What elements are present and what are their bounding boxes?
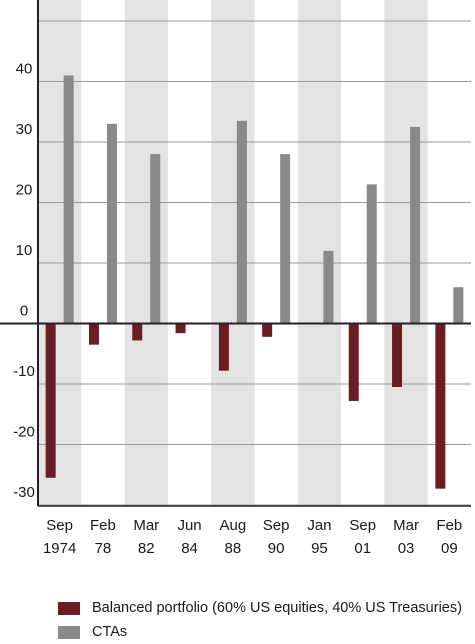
bar-balanced-1 xyxy=(88,323,99,345)
bar-ctas-0 xyxy=(63,75,74,324)
x-tick-label-year: 01 xyxy=(354,540,371,557)
shaded-band xyxy=(297,0,342,506)
shaded-band xyxy=(124,0,168,506)
x-tick-label-month: Aug xyxy=(219,517,246,534)
x-tick-label-month: Sep xyxy=(46,517,73,534)
bar-ctas-1 xyxy=(106,123,117,324)
shaded-band xyxy=(384,0,428,506)
legend: Balanced portfolio (60% US equities, 40%… xyxy=(58,596,462,644)
x-tick-label-month: Sep xyxy=(349,517,376,534)
x-tick-label-month: Jan xyxy=(307,517,331,534)
bars xyxy=(45,75,464,489)
x-tick-label-year: 84 xyxy=(181,540,198,557)
legend-label-ctas: CTAs xyxy=(92,624,128,640)
y-tick-label: -30 xyxy=(13,484,35,501)
x-tick-label-month: Mar xyxy=(393,517,419,534)
y-tick-label: 20 xyxy=(16,182,33,199)
x-tick-label-year: 09 xyxy=(441,540,458,557)
bar-balanced-9 xyxy=(435,323,446,489)
shaded-band xyxy=(38,0,82,506)
y-tick-label: -20 xyxy=(13,424,35,441)
x-tick-label-year: 88 xyxy=(225,540,242,557)
y-tick-label: 10 xyxy=(16,242,33,259)
x-tick-label-year: 03 xyxy=(398,540,415,557)
bar-ctas-5 xyxy=(280,154,291,324)
x-category-labels: Sep 1974 Feb 78 Mar 82 Jun 84 Aug 88 Sep 90 Jan 95 Sep… xyxy=(43,517,462,557)
bar-balanced-0 xyxy=(45,323,56,478)
x-tick-label-year: 1974 xyxy=(43,540,76,557)
bar-ctas-8 xyxy=(410,126,421,324)
x-tick-label-month: Feb xyxy=(436,517,462,534)
x-tick-label-month: Sep xyxy=(263,517,290,534)
y-tick-label: 40 xyxy=(16,61,33,78)
x-tick-label-year: 82 xyxy=(138,540,155,557)
x-tick-label-year: 90 xyxy=(268,540,285,557)
x-tick-label-month: Feb xyxy=(90,517,116,534)
bar-ctas-4 xyxy=(236,120,247,324)
x-tick-label-year: 78 xyxy=(95,540,112,557)
legend-item-balanced: Balanced portfolio (60% US equities, 40%… xyxy=(58,596,462,620)
bar-balanced-7 xyxy=(348,323,359,401)
bar-balanced-8 xyxy=(392,323,403,388)
x-tick-label-year: 95 xyxy=(311,540,328,557)
bar-ctas-6 xyxy=(323,250,334,324)
y-tick-label: 0 xyxy=(20,303,28,320)
x-tick-label-month: Mar xyxy=(133,517,159,534)
bar-ctas-7 xyxy=(366,184,377,324)
shaded-band xyxy=(211,0,255,506)
bar-balanced-2 xyxy=(132,323,143,341)
bar-ctas-9 xyxy=(453,287,464,324)
axes xyxy=(0,0,471,507)
legend-swatch-balanced xyxy=(58,601,80,615)
bar-balanced-4 xyxy=(218,323,229,371)
y-tick-label: 30 xyxy=(16,121,33,138)
bar-balanced-5 xyxy=(262,323,273,337)
legend-swatch-ctas xyxy=(58,625,80,639)
shaded-bands xyxy=(38,0,428,506)
y-tick-labels: -30 -20 -10 0 10 20 30 40 xyxy=(13,61,35,502)
legend-item-ctas: CTAs xyxy=(58,620,462,644)
legend-label-balanced: Balanced portfolio (60% US equities, 40%… xyxy=(92,600,462,616)
y-tick-label: -10 xyxy=(13,363,35,380)
x-tick-label-month: Jun xyxy=(177,517,201,534)
bar-balanced-3 xyxy=(175,323,186,334)
bar-ctas-2 xyxy=(150,154,161,324)
